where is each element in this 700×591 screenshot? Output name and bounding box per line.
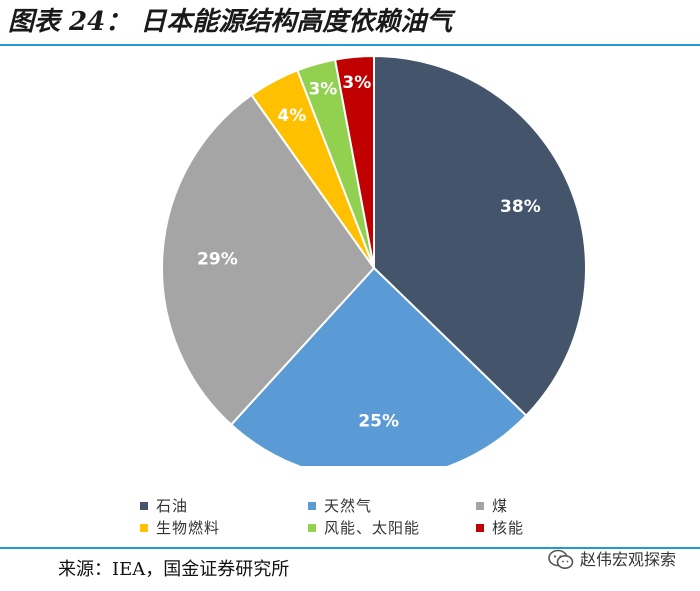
legend-swatch-4 [308, 523, 316, 532]
data-label-0: 38% [500, 197, 541, 217]
data-label-5: 3% [342, 73, 371, 93]
watermark-text: 赵伟宏观探索 [580, 550, 677, 569]
legend-item-3: 生物燃料 [140, 517, 220, 539]
legend-swatch-3 [140, 523, 148, 532]
data-label-3: 4% [277, 106, 306, 126]
legend-label-4: 风能、太阳能 [324, 519, 421, 537]
pie-slice-2 [161, 93, 376, 427]
legend-swatch-2 [476, 501, 484, 510]
legend-label-2: 煤 [492, 497, 509, 515]
data-label-2: 29% [197, 249, 238, 269]
legend-swatch-0 [140, 501, 148, 510]
legend-label-3: 生物燃料 [156, 519, 221, 537]
watermark: 赵伟宏观探索 [548, 544, 676, 576]
pie-chart: 38%25%29%4%3% 3% [161, 54, 587, 466]
legend-item-5: 核能 [476, 517, 524, 539]
legend-swatch-5 [476, 523, 484, 532]
legend-item-1: 天然气 [308, 495, 372, 517]
legend-label-1: 天然气 [324, 497, 373, 515]
legend-item-2: 煤 [476, 495, 508, 517]
figure-title: 图表 24： 日本能源结构高度依赖油气 [8, 7, 453, 37]
bottom-rule [0, 547, 700, 549]
legend-label-0: 石油 [156, 497, 189, 515]
wechat-icon [548, 549, 574, 569]
top-rule [0, 44, 700, 46]
source-note: 来源：IEA，国金证券研究所 [58, 559, 290, 580]
legend-swatch-1 [308, 501, 316, 510]
legend-label-5: 核能 [492, 519, 525, 537]
pie-slice-0 [373, 54, 587, 417]
legend-item-4: 风能、太阳能 [308, 517, 420, 539]
data-label-4: 3% [308, 80, 337, 100]
pie-slice-5 [333, 54, 375, 269]
legend-item-0: 石油 [140, 495, 188, 517]
pie-slice-1 [229, 266, 528, 466]
data-label-1: 25% [358, 412, 399, 432]
